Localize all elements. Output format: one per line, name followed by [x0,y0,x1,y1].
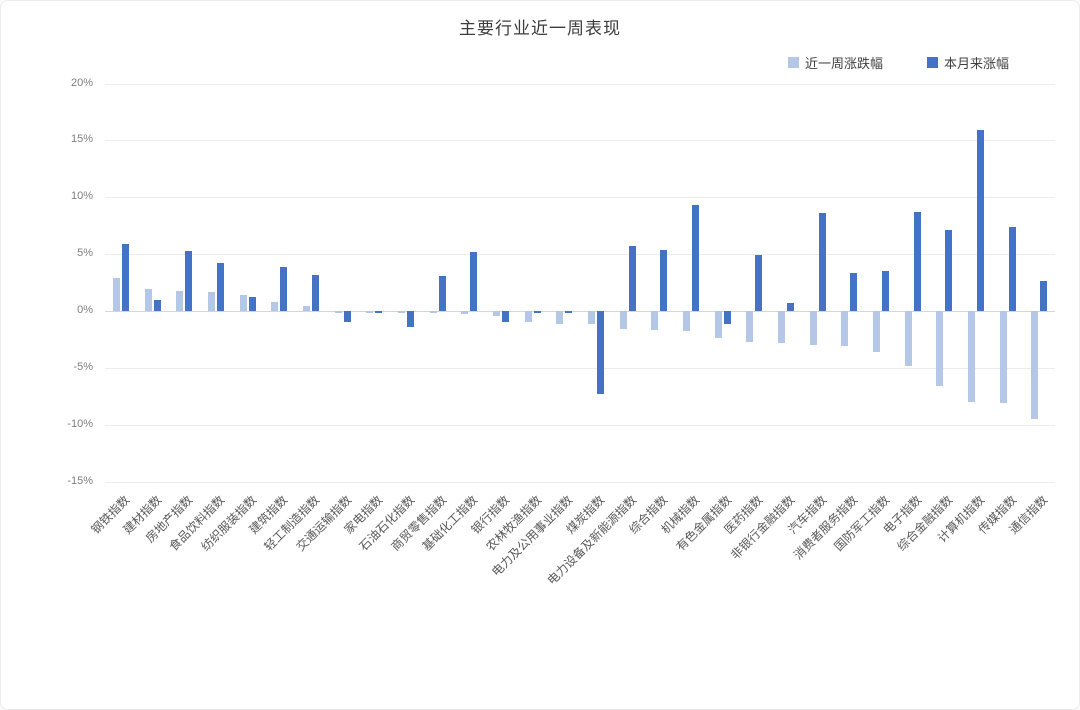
y-axis-tick-label: 0% [77,304,93,316]
bar-week [524,311,532,323]
bar-week [1031,311,1039,419]
bar-month [755,255,763,311]
bar-month [438,275,446,311]
bar-month [375,311,383,314]
bar-week [144,289,152,311]
bar-week [936,311,944,387]
bar-month [248,297,256,311]
bar-month [501,311,509,323]
bar-month [121,243,129,311]
bar-month [280,266,288,311]
legend-swatch-month-icon [926,57,938,68]
gridline [105,83,1055,85]
gridline [105,481,1055,483]
bar-month [1040,281,1048,311]
bar-week [112,278,120,311]
bar-month [311,274,319,311]
bar-week [777,311,785,343]
bar-week [429,311,437,314]
y-axis-tick-label: -15% [67,474,93,487]
bar-week [872,311,880,352]
bar-month [945,230,953,311]
bar-week [904,311,912,366]
legend-item-month: 本月来涨幅 [926,53,1009,72]
bar-month [565,311,573,313]
y-axis-tick-label: 15% [70,133,93,146]
y-axis-tick-label: -5% [73,360,93,373]
bar-month [153,299,161,311]
bar-month [343,311,351,323]
legend-label-week: 近一周涨跌幅 [804,56,883,71]
legend-swatch-week-icon [787,57,799,68]
bar-week [746,311,754,342]
gridline [105,197,1055,199]
bar-week [714,311,722,339]
bar-month [406,311,414,327]
bar-month [216,263,224,311]
gridline [105,311,1055,312]
bar-month [185,250,193,311]
bar-week [556,311,564,324]
bar-week [207,291,215,311]
bar-month [723,311,731,324]
bar-week [334,311,342,313]
gridline [105,254,1055,256]
gridline [105,424,1055,426]
bar-month [881,271,889,311]
bar-month [976,130,984,311]
bar-week [587,311,595,324]
bar-week [239,295,247,311]
bar-week [271,301,279,311]
chart-title: 主要行业近一周表现 [459,19,621,38]
bar-month [660,249,668,311]
bar-month [533,311,541,313]
bar-month [628,246,636,311]
bar-week [682,311,690,332]
bar-week [619,311,627,330]
bar-week [999,311,1007,404]
gridline [105,367,1055,369]
bar-month [913,212,921,311]
legend: 近一周涨跌幅 本月来涨幅 [787,53,1009,72]
bar-month [470,251,478,311]
legend-label-month: 本月来涨幅 [943,56,1009,71]
bar-week [397,311,405,314]
bar-week [841,311,849,347]
y-axis-tick-label: -10% [67,417,93,430]
legend-item-week: 近一周涨跌幅 [787,53,883,72]
bar-month [786,303,794,311]
bar-week [302,306,310,311]
bar-week [461,311,469,315]
bar-week [366,311,374,314]
bar-month [850,273,858,311]
bar-month [818,213,826,311]
bar-week [967,311,975,402]
bar-month [691,205,699,311]
y-axis-tick-label: 20% [70,76,93,89]
y-axis-tick-label: 5% [77,247,93,260]
bar-month [596,311,604,394]
y-axis-tick-label: 10% [70,190,93,203]
bar-week [492,311,500,316]
bar-month [1008,226,1016,311]
gridline [105,140,1055,142]
bar-week [809,311,817,346]
bar-week [176,290,184,311]
bar-week [651,311,659,331]
